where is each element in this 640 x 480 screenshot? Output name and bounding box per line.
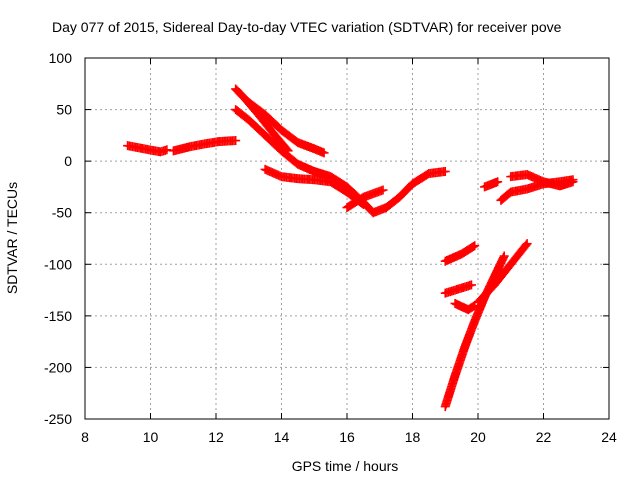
x-tick-label: 14 bbox=[274, 429, 290, 445]
x-tick-label: 16 bbox=[339, 429, 355, 445]
x-tick-label: 18 bbox=[405, 429, 421, 445]
data-point bbox=[440, 166, 450, 176]
data-points bbox=[123, 84, 578, 412]
y-tick-label: -250 bbox=[44, 411, 72, 427]
y-tick-label: 100 bbox=[49, 50, 73, 66]
data-point bbox=[568, 177, 578, 187]
data-series-arc-5 bbox=[244, 97, 329, 158]
data-series-arc-10 bbox=[506, 170, 578, 191]
y-tick-label: -50 bbox=[52, 205, 72, 221]
data-point bbox=[468, 242, 478, 252]
data-point bbox=[521, 240, 531, 250]
data-series-arc-11 bbox=[440, 241, 480, 266]
data-point bbox=[231, 136, 241, 146]
data-point bbox=[499, 251, 509, 261]
y-tick-label: 0 bbox=[64, 153, 72, 169]
x-tick-label: 10 bbox=[143, 429, 159, 445]
data-series-arc-7 bbox=[342, 185, 388, 213]
x-tick-label: 20 bbox=[470, 429, 486, 445]
y-tick-label: -200 bbox=[44, 359, 72, 375]
x-axis-title: GPS time / hours bbox=[292, 458, 399, 474]
x-tick-label: 8 bbox=[81, 429, 89, 445]
x-tick-label: 12 bbox=[208, 429, 224, 445]
data-series-arc-13 bbox=[450, 298, 480, 315]
data-point bbox=[466, 280, 476, 290]
data-point bbox=[522, 239, 532, 249]
grid bbox=[85, 58, 609, 419]
data-series-arc-8 bbox=[480, 177, 503, 192]
data-point bbox=[470, 241, 480, 251]
data-point bbox=[378, 185, 388, 195]
x-tick-label: 22 bbox=[536, 429, 552, 445]
x-tick-label: 24 bbox=[601, 429, 617, 445]
data-point bbox=[319, 148, 329, 158]
ticks bbox=[84, 57, 610, 420]
data-series-arc-1 bbox=[123, 141, 172, 157]
y-axis-title: SDTVAR / TECUs bbox=[4, 182, 20, 294]
data-series-arc-2 bbox=[168, 136, 241, 156]
data-point bbox=[493, 177, 503, 187]
y-tick-label: -150 bbox=[44, 308, 72, 324]
chart-title: Day 077 of 2015, Sidereal Day-to-day VTE… bbox=[52, 19, 562, 35]
y-tick-label: 50 bbox=[56, 102, 72, 118]
data-series-arc-15 bbox=[473, 239, 532, 307]
tick-labels: 8 10 12 14 16 18 20 22 24 -250 -200 -150 -100 -50 0 50 1… bbox=[44, 50, 617, 445]
y-tick-label: -100 bbox=[44, 256, 72, 272]
data-point bbox=[162, 145, 172, 155]
data-series-arc-12 bbox=[440, 280, 476, 298]
